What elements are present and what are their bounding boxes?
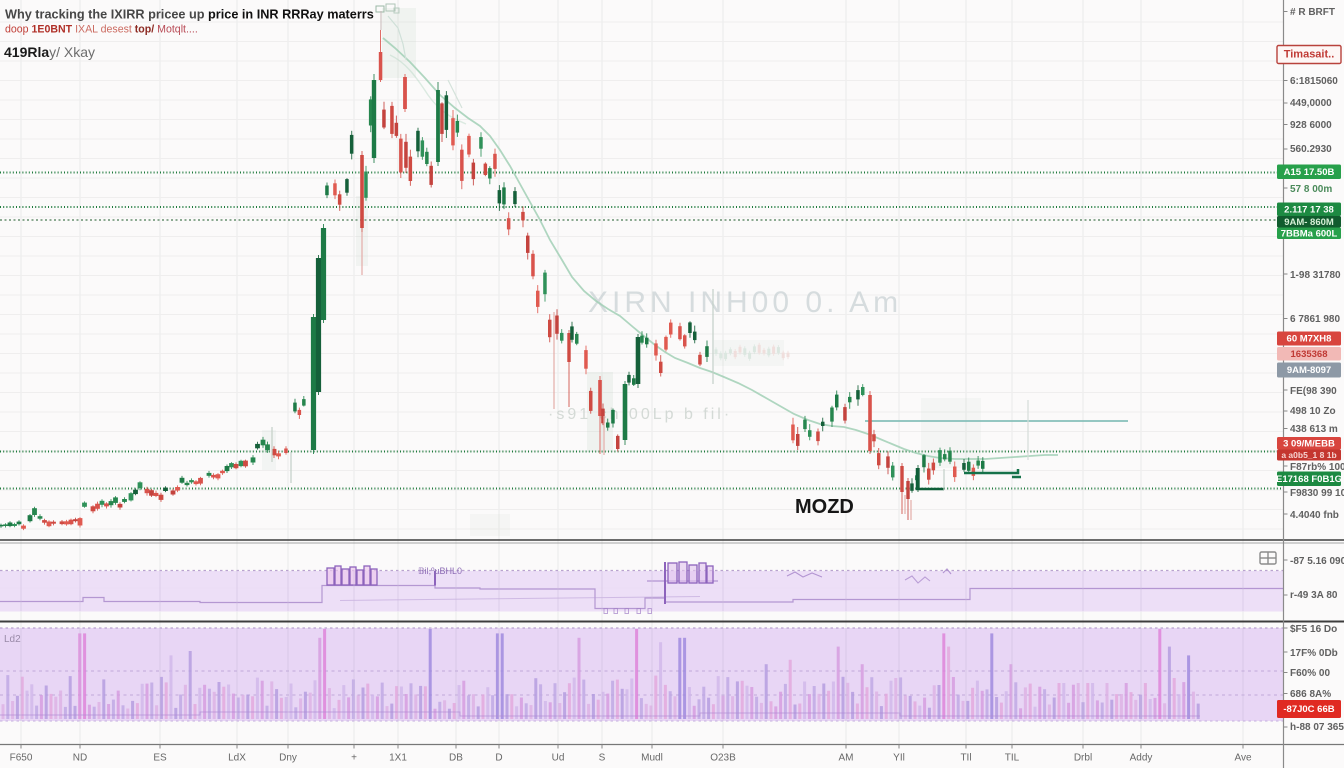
svg-text:h-88 07 365: h-88 07 365: [1290, 722, 1344, 733]
svg-text:686 8A%: 686 8A%: [1290, 689, 1331, 700]
svg-text:Ave: Ave: [1234, 753, 1251, 764]
svg-text:438 613 m: 438 613 m: [1290, 424, 1338, 435]
svg-text:2.117 17 38: 2.117 17 38: [1284, 204, 1334, 215]
svg-text:3 09/M/EBB: 3 09/M/EBB: [1283, 438, 1335, 449]
svg-text:1635368: 1635368: [1291, 349, 1328, 360]
svg-text:449,0000: 449,0000: [1290, 98, 1332, 109]
svg-text:Ld2: Ld2: [4, 634, 21, 645]
svg-text:AM: AM: [839, 753, 854, 764]
svg-text:Mudl: Mudl: [641, 753, 663, 764]
svg-text:E17168 F0B1G: E17168 F0B1G: [1276, 474, 1342, 485]
svg-text:F60% 00: F60% 00: [1290, 668, 1330, 679]
svg-text:9AM-8097: 9AM-8097: [1287, 365, 1331, 376]
svg-text:Ud: Ud: [552, 753, 565, 764]
svg-text:-87 5.16 090: -87 5.16 090: [1290, 556, 1344, 567]
svg-text:4.4040 fnb: 4.4040 fnb: [1290, 510, 1339, 521]
svg-text:YIl: YIl: [893, 753, 905, 764]
svg-text:TIL: TIL: [1005, 753, 1020, 764]
svg-text:419Rlay/ Xkay: 419Rlay/ Xkay: [4, 44, 95, 60]
svg-text:1X1: 1X1: [389, 753, 407, 764]
svg-text:560.2930: 560.2930: [1290, 144, 1332, 155]
svg-text:498 10 Zo: 498 10 Zo: [1290, 406, 1336, 417]
svg-text:F9830 99 100: F9830 99 100: [1290, 488, 1344, 499]
svg-text:F87rb% 100: F87rb% 100: [1290, 462, 1344, 473]
svg-text:·s91 ch 00Lp b fil·: ·s91 ch 00Lp b fil·: [548, 406, 732, 423]
svg-text:a a0b5_1 8 1b: a a0b5_1 8 1b: [1281, 450, 1336, 460]
svg-text:A15 17.50B: A15 17.50B: [1284, 167, 1335, 178]
svg-text:ND: ND: [73, 753, 87, 764]
svg-text:S: S: [599, 753, 606, 764]
svg-text:$F5 16 Do: $F5 16 Do: [1290, 624, 1337, 635]
svg-text:D: D: [495, 753, 502, 764]
svg-text:TIl: TIl: [960, 753, 971, 764]
svg-text:ES: ES: [153, 753, 167, 764]
svg-text:Addy: Addy: [1130, 753, 1153, 764]
svg-text:DB: DB: [449, 753, 463, 764]
svg-text:1-98 31780: 1-98 31780: [1290, 270, 1341, 281]
svg-text:7BBMa 600L: 7BBMa 600L: [1281, 228, 1338, 239]
svg-text:Drbl: Drbl: [1074, 753, 1092, 764]
svg-text:+: +: [351, 753, 357, 764]
svg-text:60 M7XH8: 60 M7XH8: [1287, 334, 1332, 345]
svg-text:Dny: Dny: [279, 753, 297, 764]
svg-text:doop 1E0BNT IXAL desest top/ M: doop 1E0BNT IXAL desest top/ Motqlt....: [5, 24, 198, 36]
svg-text:-87J0C 66B: -87J0C 66B: [1283, 704, 1334, 715]
svg-text:XIRN INH00 0. Am: XIRN INH00 0. Am: [588, 286, 902, 319]
svg-text:FE(98 390: FE(98 390: [1290, 386, 1337, 397]
svg-text:𝔹il,ºµBHL0: 𝔹il,ºµBHL0: [418, 566, 462, 576]
svg-text:6 7861 980: 6 7861 980: [1290, 314, 1340, 325]
svg-text:F650: F650: [10, 753, 33, 764]
svg-text:r-49 3A 80: r-49 3A 80: [1290, 590, 1338, 601]
svg-text:# R BRFT: # R BRFT: [1290, 7, 1335, 18]
svg-text:9AM- 860M: 9AM- 860M: [1284, 217, 1334, 228]
svg-text:LdX: LdX: [228, 753, 246, 764]
svg-text:Timasait..: Timasait..: [1284, 49, 1335, 61]
svg-text:O23B: O23B: [710, 753, 736, 764]
svg-text:MOZD: MOZD: [795, 496, 854, 518]
svg-text:57 8 00m: 57 8 00m: [1290, 184, 1332, 195]
svg-text:Why tracking the IXIRR pricee: Why tracking the IXIRR pricee up price i…: [5, 8, 374, 22]
svg-text:928 6000: 928 6000: [1290, 120, 1332, 131]
svg-text:17F% 0Db: 17F% 0Db: [1290, 648, 1338, 659]
svg-text:6:1815060: 6:1815060: [1290, 76, 1338, 87]
